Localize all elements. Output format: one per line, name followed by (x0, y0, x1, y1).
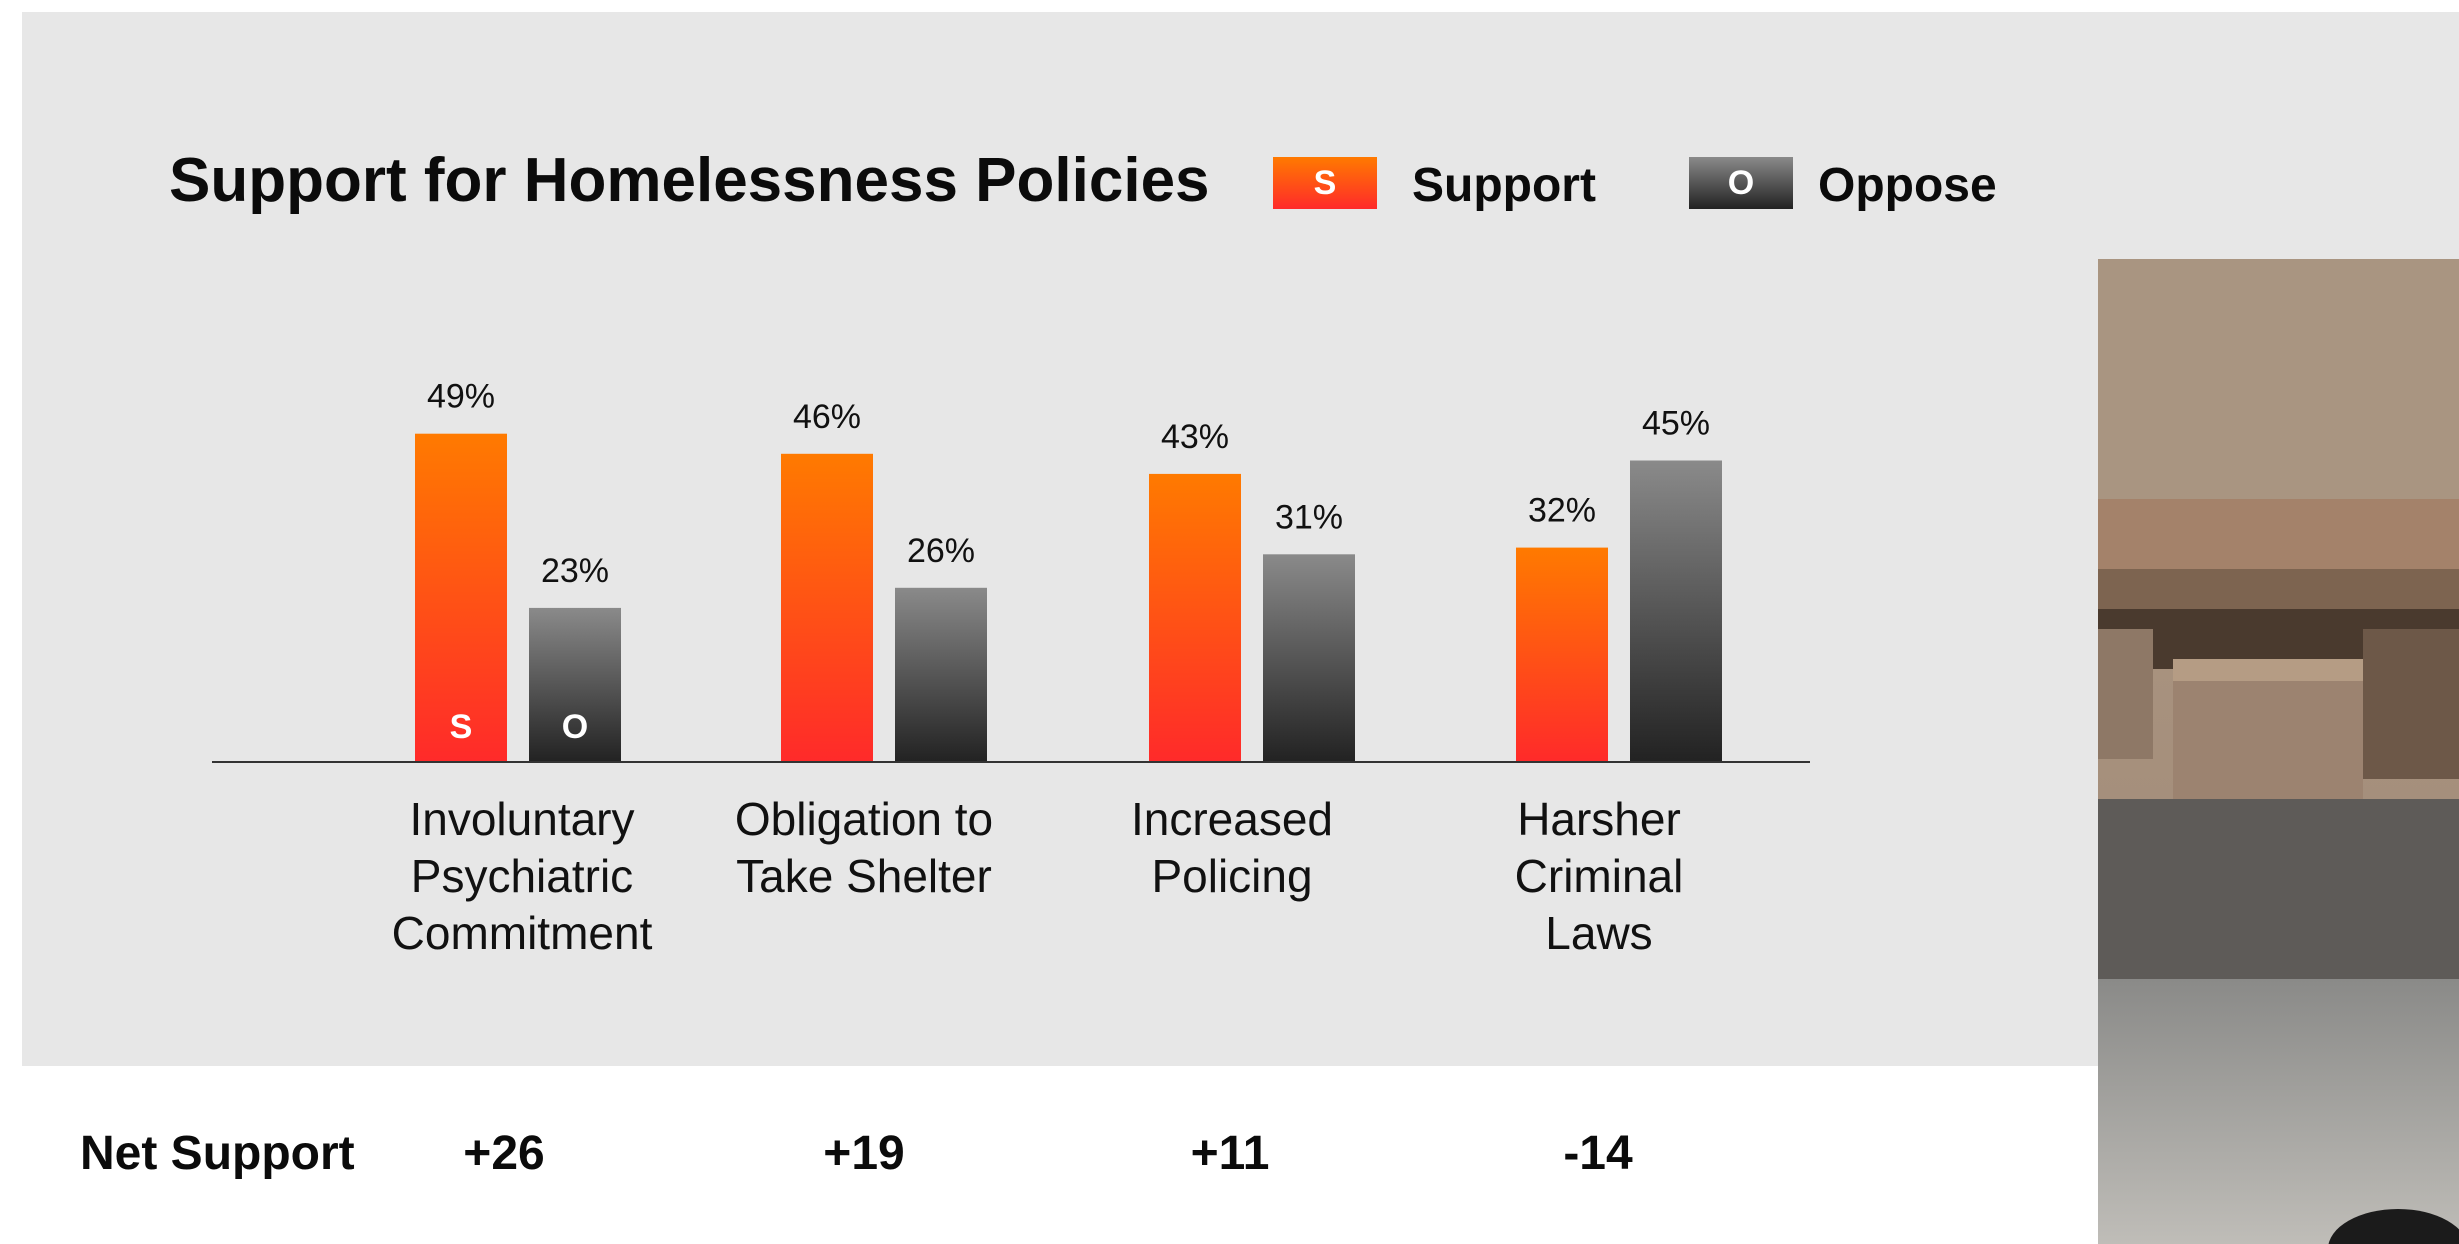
legend-oppose-marker: O (1727, 163, 1755, 202)
bar-support-1 (781, 453, 873, 762)
legend-support-swatch: S (1273, 157, 1377, 209)
net-support-value-1: +19 (823, 1127, 905, 1180)
bar-oppose-3 (1630, 460, 1722, 762)
data-label-oppose-0: 23% (541, 552, 609, 590)
chart-title: Support for Homelessness Policies (169, 146, 1210, 215)
net-support-label: Net Support (80, 1127, 355, 1180)
legend-support-marker: S (1313, 163, 1337, 202)
bar-oppose-2 (1263, 554, 1355, 762)
bar-oppose-0 (529, 607, 621, 762)
data-label-support-3: 32% (1528, 492, 1596, 530)
category-label-1: Obligation to Take Shelter (735, 793, 993, 902)
bar-oppose-1 (895, 587, 987, 762)
category-label-2: Increased Policing (1131, 793, 1333, 902)
net-support-value-3: -14 (1563, 1127, 1633, 1180)
category-label-3: Harsher Criminal Laws (1515, 793, 1684, 959)
bar-support-2 (1149, 473, 1241, 762)
person-photo (2098, 259, 2459, 1244)
category-label-0: Involuntary Psychiatric Commitment (392, 793, 653, 959)
data-label-oppose-1: 26% (907, 532, 975, 570)
data-label-oppose-2: 31% (1275, 498, 1343, 536)
legend-oppose-swatch: O (1689, 157, 1793, 209)
bar-marker-oppose: O (562, 708, 588, 746)
bar-marker-support: S (450, 708, 473, 746)
bar-support-3 (1516, 547, 1608, 762)
legend-oppose-label: Oppose (1818, 159, 1997, 212)
legend-support-label: Support (1412, 159, 1596, 212)
net-support-value-2: +11 (1190, 1127, 1270, 1180)
data-label-support-0: 49% (427, 378, 495, 416)
net-support-value-0: +26 (463, 1127, 545, 1180)
data-label-oppose-3: 45% (1642, 405, 1710, 443)
bar-support-0 (415, 433, 507, 762)
data-label-support-2: 43% (1161, 418, 1229, 456)
net-support-row (32, 1066, 2102, 1244)
data-label-support-1: 46% (793, 398, 861, 436)
